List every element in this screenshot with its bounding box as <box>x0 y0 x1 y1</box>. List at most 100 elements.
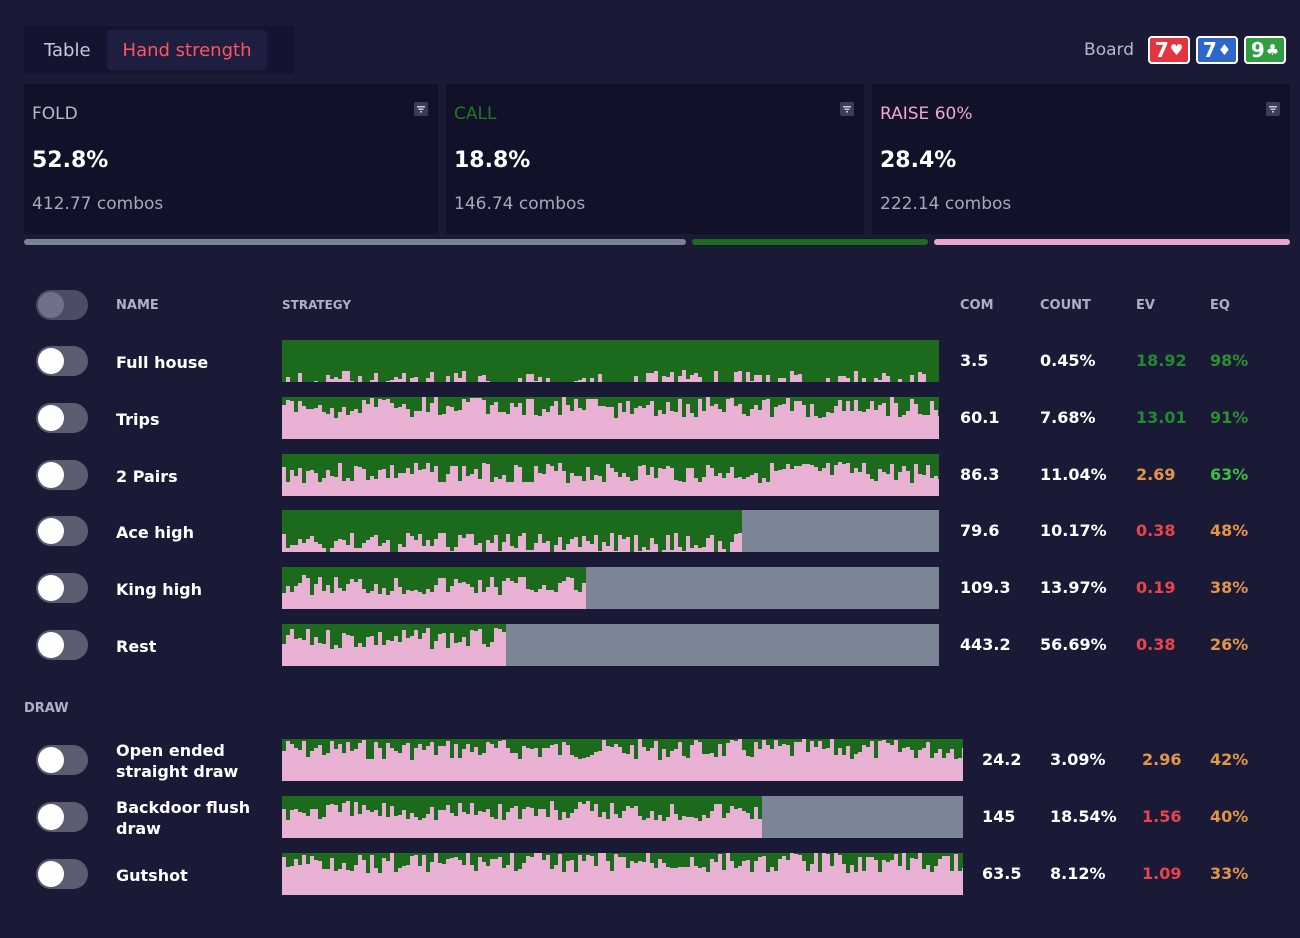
filter-icon[interactable] <box>1266 102 1280 116</box>
call-segment <box>950 853 955 871</box>
call-segment <box>570 853 575 860</box>
call-segment <box>674 853 679 868</box>
call-segment <box>830 853 835 866</box>
raise-segment <box>374 535 379 552</box>
call-segment <box>594 397 599 399</box>
toggle-all[interactable] <box>36 290 88 320</box>
call-segment <box>810 397 815 404</box>
raise-segment <box>462 399 467 439</box>
call-segment <box>742 796 747 811</box>
tab-hand-strength[interactable]: Hand strength <box>106 30 268 70</box>
call-segment <box>382 567 387 588</box>
column-header-com[interactable]: COM <box>960 298 994 313</box>
raise-segment <box>750 381 755 382</box>
raise-segment <box>670 868 675 895</box>
call-segment <box>754 796 759 807</box>
raise-segment <box>454 373 459 382</box>
filter-icon[interactable] <box>414 102 428 116</box>
raise-segment <box>418 639 423 666</box>
raise-segment <box>686 468 691 496</box>
call-segment <box>626 796 631 806</box>
raise-segment <box>286 741 291 781</box>
call-segment <box>518 454 523 467</box>
raise-segment <box>494 748 499 781</box>
fold-segment <box>742 567 747 609</box>
action-card-call[interactable]: CALL 18.8% 146.74 combos <box>446 84 864 234</box>
raise-segment <box>650 373 655 382</box>
call-segment <box>730 397 735 398</box>
raise-segment <box>366 810 371 838</box>
fold-segment <box>726 567 731 609</box>
column-header-eq[interactable]: EQ <box>1210 298 1230 313</box>
row-toggle[interactable] <box>36 346 88 376</box>
raise-segment <box>862 378 867 382</box>
tab-table[interactable]: Table <box>44 39 91 61</box>
action-card-raise[interactable]: RAISE 60% 28.4% 222.14 combos <box>872 84 1290 234</box>
call-segment <box>694 739 699 740</box>
raise-segment <box>834 465 839 496</box>
row-toggle[interactable] <box>36 573 88 603</box>
row-toggle[interactable] <box>36 802 88 832</box>
call-segment <box>722 739 727 756</box>
raise-segment <box>434 539 439 552</box>
column-header-count[interactable]: COUNT <box>1040 298 1091 313</box>
row-toggle[interactable] <box>36 460 88 490</box>
fold-segment <box>862 510 867 552</box>
call-segment <box>634 796 639 806</box>
call-segment <box>294 796 299 809</box>
call-segment <box>794 454 799 466</box>
raise-segment <box>834 853 839 895</box>
column-header-ev[interactable]: EV <box>1136 298 1155 313</box>
call-segment <box>486 739 491 742</box>
raise-segment <box>598 751 603 781</box>
raise-segment <box>366 404 371 439</box>
call-segment <box>306 567 311 578</box>
raise-segment <box>446 805 451 838</box>
call-segment <box>574 397 579 399</box>
fold-segment <box>698 624 703 666</box>
fold-segment <box>822 796 827 838</box>
call-segment <box>286 796 291 820</box>
row-toggle[interactable] <box>36 745 88 775</box>
call-segment <box>518 739 523 759</box>
call-segment <box>398 796 403 815</box>
call-segment <box>354 510 359 548</box>
call-segment <box>366 796 371 810</box>
fold-segment <box>506 624 511 666</box>
call-segment <box>794 397 799 401</box>
row-toggle[interactable] <box>36 859 88 889</box>
call-segment <box>570 510 575 539</box>
raise-segment <box>354 466 359 496</box>
action-card-fold[interactable]: FOLD 52.8% 412.77 combos <box>24 84 438 234</box>
call-segment <box>474 567 479 593</box>
call-segment <box>510 397 515 403</box>
call-segment <box>414 624 419 630</box>
row-toggle[interactable] <box>36 630 88 660</box>
raise-segment <box>578 380 583 382</box>
raise-segment <box>630 414 635 439</box>
call-segment <box>426 340 431 378</box>
column-header-name[interactable]: NAME <box>116 298 159 313</box>
call-segment <box>326 340 331 375</box>
raise-segment <box>378 546 383 552</box>
filter-icon[interactable] <box>840 102 854 116</box>
raise-segment <box>566 745 571 781</box>
action-combos: 412.77 combos <box>32 194 164 214</box>
call-segment <box>314 454 319 473</box>
raise-segment <box>302 483 307 496</box>
call-segment <box>938 397 939 416</box>
row-toggle[interactable] <box>36 516 88 546</box>
column-header-strategy[interactable]: STRATEGY <box>282 298 352 312</box>
call-segment <box>582 796 587 804</box>
raise-segment <box>430 472 435 496</box>
call-segment <box>726 739 731 743</box>
raise-segment <box>798 742 803 781</box>
raise-segment <box>354 865 359 895</box>
call-segment <box>850 397 855 411</box>
raise-segment <box>626 754 631 781</box>
action-percent: 18.8% <box>454 148 531 173</box>
row-toggle[interactable] <box>36 403 88 433</box>
raise-segment <box>810 465 815 496</box>
raise-segment <box>690 817 695 838</box>
call-segment <box>658 397 663 410</box>
